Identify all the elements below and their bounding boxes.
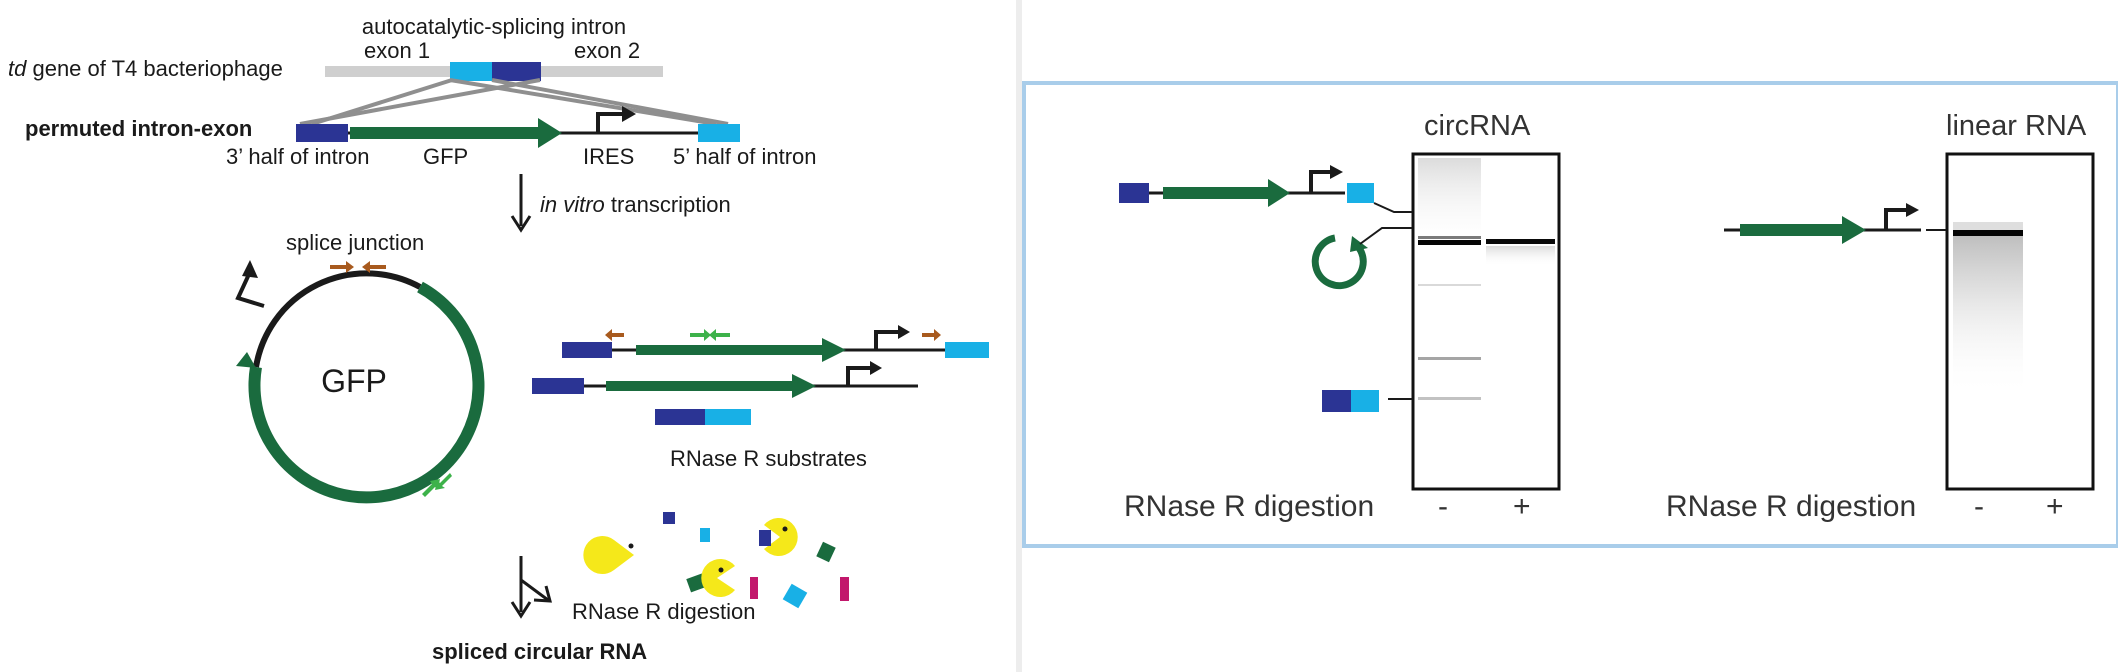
circle-gfp-arc [248,281,485,504]
rnase-substrates-label: RNase R substrates [670,446,867,471]
digestion-arrowhead [510,601,532,619]
autocatalytic-intron-label: autocatalytic-splicing intron [362,14,626,39]
ires-promoter-arrowhead [622,106,636,122]
ires-label: IRES [583,144,634,169]
pacman-1 [583,536,634,574]
circ-lane-minus-main-band [1418,240,1481,245]
ivt-arrowhead [510,215,532,233]
linear-plus-label: + [2046,490,2064,523]
substrate-2 [532,361,918,398]
pacman-2 [759,518,798,556]
permuted-intron-exon-label: permuted intron-exon [25,116,252,141]
panel-divider [1016,0,1022,672]
circle-gfp-arrowhead [236,352,256,368]
circle-ires-arrowhead [242,260,258,278]
spliced-circular-label: spliced circular RNA [432,639,647,664]
circ-minus-label: - [1438,490,1448,523]
permutation-cross-lines [299,78,729,126]
linear-lane-minus-band [1953,230,2023,236]
linear-digestion-label: RNase R digestion [1666,490,1916,523]
circ-lane-minus-band-c [1418,397,1481,400]
circ-lane-plus-main-band [1486,239,1555,244]
circ-gel [1411,152,1561,491]
substrate-1 [562,325,989,362]
circ-gel-title: circRNA [1424,110,1531,142]
gfp-primers-circle [422,473,452,497]
pacman-3 [701,559,735,597]
splice-junction-label: splice junction [286,230,424,255]
gel-panel-frame [1022,81,2118,548]
gfp-arrow [350,118,562,148]
linear-construct-icon [1724,203,1921,244]
linear-gel [1945,152,2095,491]
permuted-3-half-box [296,124,348,142]
circle-ires-promoter-icon [235,271,265,308]
digestion-fragments [663,512,849,609]
linear-gel-title: linear RNA [1946,110,2087,142]
gfp-label: GFP [423,144,468,169]
circ-lane-plus-smear [1486,246,1555,266]
circ-plus-label: + [1513,490,1531,523]
intron-5-half-box [450,62,492,81]
circle-black-arc [253,270,422,368]
exon2-label: exon 2 [574,38,640,63]
rnase-digestion-label: RNase R digestion [572,599,755,624]
digestion-branch-line [520,578,549,602]
circ-lane-minus-band-b [1418,357,1481,360]
td-gene-label: td gene of T4 bacteriophage [8,56,283,81]
circle-gfp-label: GFP [321,363,387,399]
substrate-3-intron [655,409,751,425]
circ-rna-icon [1311,234,1368,290]
linear-minus-label: - [1974,490,1984,523]
ivt-label: in vitro transcription [540,192,731,217]
circ-digestion-label: RNase R digestion [1124,490,1374,523]
precursor-pointer [1373,202,1412,213]
intron-fragment-icon [1322,390,1379,412]
exon1-label: exon 1 [364,38,430,63]
half5-label: 5’ half of intron [673,144,817,169]
circ-lane-minus-band-a [1418,284,1481,286]
circ-pointer [1359,227,1412,245]
left-schematic: td gene of T4 bacteriophage autocatalyti… [8,14,989,664]
permuted-5-half-box [698,124,740,142]
digestion-branch-arrowhead [533,585,552,603]
gel-panel: circRNA [1022,81,2118,548]
circ-lane-minus-upper-band [1418,236,1481,239]
linear-lane-minus-smear [1953,236,2023,396]
circ-lane-minus-smear [1418,158,1481,248]
half3-label: 3’ half of intron [226,144,370,169]
intron-3-half-box [492,62,541,81]
circ-linear-precursor-icon [1119,165,1374,207]
ires-promoter-icon [596,112,626,133]
splice-junction-primers [330,261,386,273]
linear-lane-minus-upper [1953,222,2023,230]
